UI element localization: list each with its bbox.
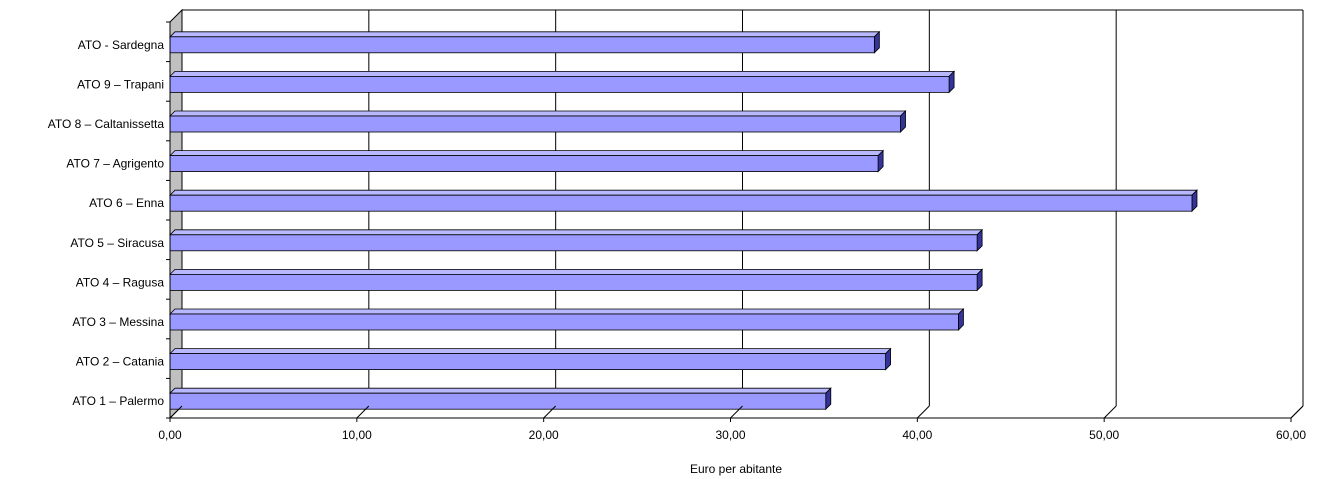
- category-label: ATO 8 – Caltanissetta: [48, 117, 165, 131]
- category-labels: ATO - Sardegna ATO 9 – Trapani ATO 8 – Cal…: [48, 38, 165, 408]
- bar-front-face: [169, 76, 950, 93]
- category-label: ATO - Sardegna: [78, 38, 165, 52]
- bar: [169, 387, 832, 411]
- x-tick-label: 0,00: [158, 428, 182, 442]
- bar-top-face: [169, 308, 965, 315]
- bar-front-face: [169, 36, 875, 54]
- bar: [169, 189, 1198, 213]
- x-tick-label: 30,00: [715, 428, 745, 442]
- bar-top-face: [169, 268, 984, 275]
- bar: [169, 70, 956, 94]
- x-tick-label: 20,00: [529, 428, 559, 442]
- category-label: ATO 2 – Catania: [76, 355, 165, 369]
- bar-top-face: [169, 189, 1198, 196]
- bar-front-face: [169, 234, 978, 252]
- floor-tick: [169, 405, 183, 419]
- bar: [169, 347, 892, 371]
- x-axis-title: Euro per abitante: [690, 462, 782, 476]
- bar-top-face: [169, 387, 832, 394]
- bars: [169, 30, 1198, 411]
- x-tick-label: 50,00: [1089, 428, 1119, 442]
- floor-tick: [1103, 405, 1117, 419]
- bar: [169, 308, 965, 331]
- bar-front-face: [169, 155, 879, 173]
- bar-top-face: [169, 150, 885, 157]
- floor-tick: [356, 405, 370, 419]
- floor-tick: [543, 405, 557, 419]
- bar: [169, 30, 881, 54]
- x-tick-labels: 0,00 10,00 20,00 30,00 40,00 50,00 60,00: [158, 428, 1306, 442]
- category-label: ATO 5 – Siracusa: [70, 236, 164, 250]
- bar: [169, 268, 984, 292]
- category-label: ATO 4 – Ragusa: [76, 275, 165, 289]
- bar: [169, 228, 984, 252]
- category-label: ATO 7 – Agrigento: [66, 157, 164, 171]
- x-tick-label: 10,00: [342, 428, 372, 442]
- bar-top-face: [169, 229, 984, 236]
- bar-front-face: [169, 313, 959, 331]
- category-label: ATO 3 – Messina: [72, 315, 164, 329]
- category-label: ATO 9 – Trapani: [77, 77, 164, 91]
- bar-front-face: [169, 194, 1193, 212]
- bar-top-face: [169, 31, 881, 38]
- category-label: ATO 1 – Palermo: [72, 394, 164, 408]
- bar-top-face: [169, 110, 907, 117]
- bar-front-face: [169, 353, 886, 371]
- category-label: ATO 6 – Enna: [89, 196, 164, 210]
- bar: [169, 110, 907, 133]
- floor-tick: [916, 405, 930, 419]
- bar-top-face: [169, 348, 892, 355]
- bar-front-face: [169, 273, 978, 291]
- bar: [169, 149, 885, 173]
- floor-tick: [730, 405, 743, 419]
- x-tick-label: 60,00: [1276, 428, 1306, 442]
- floor-right-edge: [1290, 405, 1304, 419]
- x-tick-label: 40,00: [902, 428, 932, 442]
- bar-top-face: [169, 71, 956, 77]
- axes: [166, 21, 1304, 422]
- bar-front-face: [169, 115, 901, 133]
- bar-front-face: [169, 392, 827, 410]
